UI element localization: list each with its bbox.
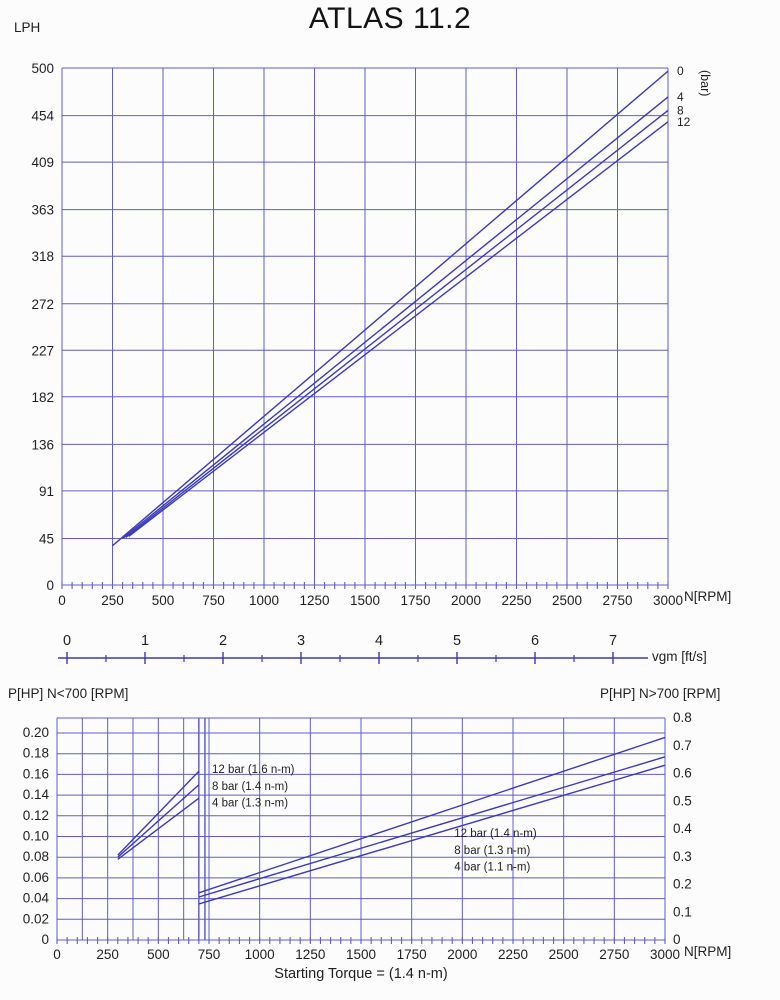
svg-text:0.06: 0.06 xyxy=(23,870,49,885)
svg-text:0: 0 xyxy=(41,932,49,947)
svg-text:136: 136 xyxy=(31,437,54,452)
svg-text:0.4: 0.4 xyxy=(673,821,692,836)
svg-text:2: 2 xyxy=(219,633,227,649)
svg-text:0: 0 xyxy=(46,578,54,593)
svg-text:45: 45 xyxy=(39,531,54,546)
svg-text:8 bar (1.3 n-m): 8 bar (1.3 n-m) xyxy=(454,845,530,857)
svg-text:1500: 1500 xyxy=(346,947,376,962)
svg-text:2750: 2750 xyxy=(602,593,632,608)
svg-text:2750: 2750 xyxy=(599,947,629,962)
svg-text:2250: 2250 xyxy=(498,947,528,962)
svg-text:2250: 2250 xyxy=(501,593,531,608)
svg-text:0.1: 0.1 xyxy=(673,904,692,919)
svg-text:0.8: 0.8 xyxy=(673,710,692,725)
svg-text:7: 7 xyxy=(609,633,617,649)
svg-text:2000: 2000 xyxy=(451,593,481,608)
vgm-axis-label: vgm [ft/s] xyxy=(652,649,707,664)
svg-text:0.14: 0.14 xyxy=(23,787,50,802)
svg-text:2000: 2000 xyxy=(447,947,477,962)
svg-text:0.3: 0.3 xyxy=(673,849,692,864)
svg-text:2500: 2500 xyxy=(549,947,579,962)
svg-text:8 bar (1.4 n-m): 8 bar (1.4 n-m) xyxy=(212,781,288,793)
power-left-axis-title: P[HP] N<700 [RPM] xyxy=(8,686,129,701)
svg-text:0.18: 0.18 xyxy=(23,746,49,761)
svg-text:227: 227 xyxy=(31,343,54,358)
starting-torque-caption: Starting Torque = (1.4 n-m) xyxy=(274,966,448,982)
svg-text:318: 318 xyxy=(31,249,54,264)
power-chart-x-axis-label: N[RPM] xyxy=(684,944,732,959)
svg-text:0: 0 xyxy=(677,64,684,78)
svg-text:0.02: 0.02 xyxy=(23,911,49,926)
svg-text:0: 0 xyxy=(63,633,71,649)
svg-text:0.04: 0.04 xyxy=(23,891,50,906)
svg-text:1500: 1500 xyxy=(350,593,380,608)
svg-text:0: 0 xyxy=(53,947,61,962)
svg-text:272: 272 xyxy=(31,297,54,312)
svg-text:0.16: 0.16 xyxy=(23,766,49,781)
svg-text:363: 363 xyxy=(31,203,54,218)
svg-text:250: 250 xyxy=(101,593,124,608)
svg-text:5: 5 xyxy=(453,633,461,649)
svg-text:91: 91 xyxy=(39,484,54,499)
svg-text:1000: 1000 xyxy=(245,947,275,962)
svg-text:3000: 3000 xyxy=(650,947,680,962)
svg-text:4: 4 xyxy=(677,90,684,104)
svg-text:12 bar (1.4 n-m): 12 bar (1.4 n-m) xyxy=(454,828,537,840)
power-right-axis-title: P[HP] N>700 [RPM] xyxy=(600,686,721,701)
svg-text:409: 409 xyxy=(31,155,54,170)
svg-text:0.6: 0.6 xyxy=(673,766,692,781)
svg-text:6: 6 xyxy=(531,633,539,649)
pressure-axis-label: (bar) xyxy=(698,70,712,97)
svg-text:454: 454 xyxy=(31,109,54,124)
top-flow-chart: 0 45 91 136 182 227 272 318 363 409 454 500 0 250 500 7… xyxy=(31,61,690,608)
svg-text:750: 750 xyxy=(198,947,221,962)
svg-text:4 bar (1.3 n-m): 4 bar (1.3 n-m) xyxy=(212,797,288,809)
svg-text:500: 500 xyxy=(31,61,54,76)
svg-text:1250: 1250 xyxy=(299,593,329,608)
svg-text:4 bar (1.1 n-m): 4 bar (1.1 n-m) xyxy=(454,861,530,873)
svg-text:2500: 2500 xyxy=(552,593,582,608)
svg-text:182: 182 xyxy=(31,390,54,405)
svg-text:0.08: 0.08 xyxy=(23,849,49,864)
svg-text:1750: 1750 xyxy=(400,593,430,608)
page-title: ATLAS 11.2 xyxy=(308,2,472,35)
svg-text:1250: 1250 xyxy=(295,947,325,962)
svg-text:750: 750 xyxy=(202,593,225,608)
svg-text:12: 12 xyxy=(677,115,691,129)
vgm-axis: 0 1 2 3 4 5 6 7 xyxy=(58,633,648,664)
svg-text:8: 8 xyxy=(677,103,684,117)
svg-text:0.12: 0.12 xyxy=(23,808,49,823)
svg-text:12 bar (1.6 n-m): 12 bar (1.6 n-m) xyxy=(212,764,295,776)
svg-text:0.10: 0.10 xyxy=(23,829,49,844)
svg-text:3: 3 xyxy=(297,633,305,649)
svg-text:500: 500 xyxy=(152,593,175,608)
svg-text:0.20: 0.20 xyxy=(23,725,49,740)
svg-text:0: 0 xyxy=(673,932,681,947)
svg-text:3000: 3000 xyxy=(653,593,683,608)
top-chart-y-axis-label: LPH xyxy=(14,20,41,35)
svg-text:0.2: 0.2 xyxy=(673,877,692,892)
top-chart-x-axis-label: N[RPM] xyxy=(684,589,732,604)
svg-text:4: 4 xyxy=(375,633,383,649)
svg-text:0.5: 0.5 xyxy=(673,793,692,808)
svg-text:0.7: 0.7 xyxy=(673,738,692,753)
power-chart: 00.020.040.060.080.100.120.140.160.180.2… xyxy=(23,710,693,962)
svg-text:1000: 1000 xyxy=(249,593,279,608)
svg-text:0: 0 xyxy=(58,593,66,608)
svg-text:1: 1 xyxy=(141,633,149,649)
svg-text:1750: 1750 xyxy=(397,947,427,962)
svg-text:250: 250 xyxy=(96,947,119,962)
svg-text:500: 500 xyxy=(147,947,170,962)
